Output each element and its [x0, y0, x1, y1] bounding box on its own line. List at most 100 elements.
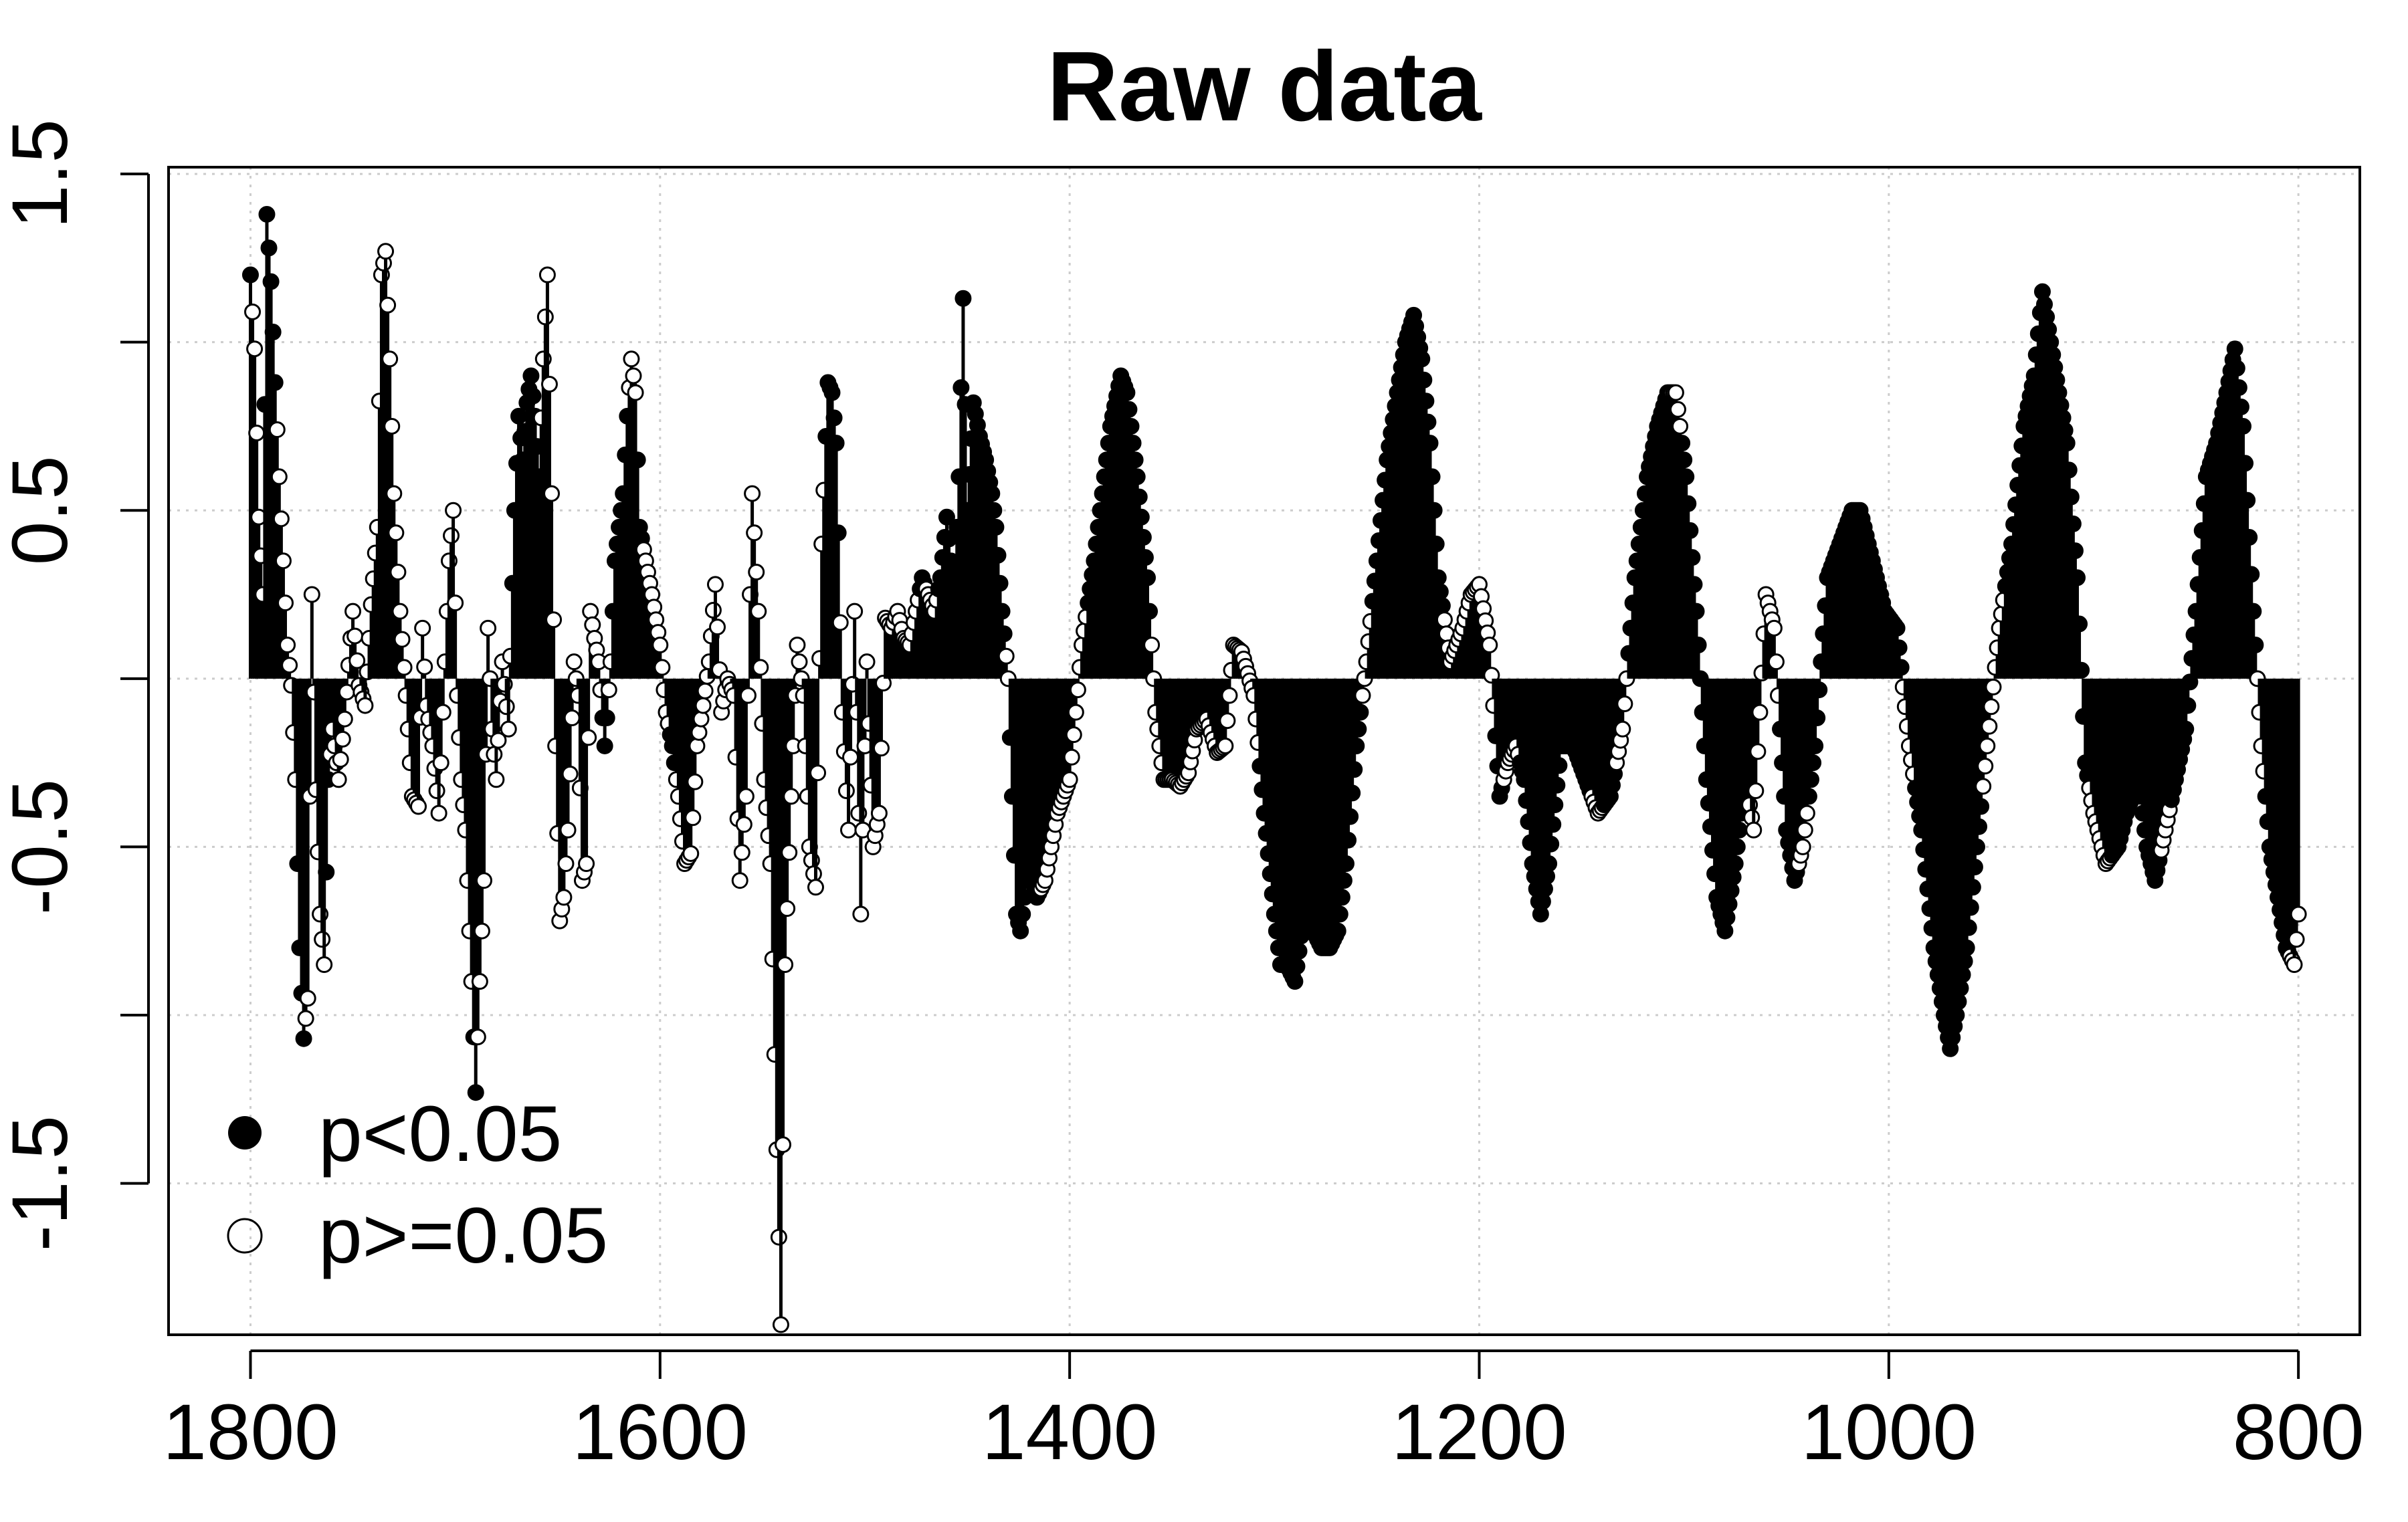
point-not-significant — [561, 765, 579, 782]
point-not-significant — [1669, 401, 1686, 418]
point-not-significant — [303, 586, 320, 603]
point-not-significant — [1221, 687, 1238, 704]
point-significant — [1333, 889, 1350, 906]
chart-title: Raw data — [1047, 31, 1482, 142]
point-not-significant — [1751, 703, 1769, 721]
x-tick-label-5: 800 — [2233, 1388, 2365, 1477]
point-not-significant — [872, 740, 890, 757]
point-significant — [1716, 922, 1734, 940]
point-significant — [1800, 788, 1817, 805]
point-not-significant — [475, 872, 492, 889]
point-not-significant — [279, 637, 296, 654]
point-significant — [829, 524, 847, 542]
point-significant — [1544, 816, 1562, 833]
point-significant — [1809, 710, 1826, 727]
point-significant — [1136, 549, 1154, 566]
point-not-significant — [389, 563, 407, 580]
point-not-significant — [246, 340, 264, 358]
point-not-significant — [1435, 611, 1453, 629]
point-not-significant — [379, 296, 397, 314]
point-not-significant — [480, 619, 497, 637]
point-not-significant — [268, 421, 286, 438]
point-not-significant — [383, 417, 401, 435]
point-not-significant — [692, 710, 710, 728]
point-not-significant — [488, 771, 505, 788]
point-significant — [1546, 796, 1564, 814]
point-significant — [2071, 615, 2088, 633]
point-not-significant — [1614, 720, 1631, 738]
point-not-significant — [1983, 698, 2000, 716]
point-significant — [266, 374, 284, 391]
point-not-significant — [852, 905, 870, 923]
point-significant — [1352, 703, 1369, 721]
point-not-significant — [357, 697, 374, 714]
point-not-significant — [688, 737, 706, 754]
point-significant — [2060, 461, 2078, 479]
point-not-significant — [1767, 653, 1785, 671]
point-not-significant — [1745, 821, 1763, 839]
x-tick-label-0: 1800 — [163, 1388, 338, 1477]
point-significant — [1548, 776, 1566, 794]
point-not-significant — [332, 751, 349, 768]
point-significant — [1124, 435, 1142, 452]
point-significant — [1888, 619, 1906, 637]
point-not-significant — [625, 367, 642, 385]
point-significant — [2177, 720, 2195, 738]
point-not-significant — [783, 788, 800, 805]
point-not-significant — [858, 653, 876, 671]
point-significant — [1132, 508, 1150, 526]
point-not-significant — [781, 844, 798, 861]
point-not-significant — [772, 1316, 789, 1333]
point-significant — [825, 409, 843, 427]
point-not-significant — [443, 527, 460, 544]
point-not-significant — [1354, 687, 1371, 704]
x-axis: 1800 1600 1400 1200 1000 800 — [163, 1349, 2365, 1477]
x-tick-label-1: 1600 — [573, 1388, 748, 1477]
point-not-significant — [486, 746, 503, 763]
y-axis: 1.5 0.5 -0.5 -1.5 — [0, 119, 150, 1251]
point-significant — [2237, 455, 2254, 472]
point-significant — [987, 518, 1005, 536]
point-significant — [1141, 603, 1159, 620]
legend-label-significant: p<0.05 — [318, 1090, 562, 1178]
point-not-significant — [414, 619, 431, 637]
point-not-significant — [299, 990, 316, 1007]
point-not-significant — [682, 845, 700, 862]
point-significant — [1676, 451, 1693, 469]
point-not-significant — [248, 425, 266, 442]
point-not-significant — [330, 771, 347, 788]
point-not-significant — [391, 603, 409, 620]
point-significant — [467, 1084, 484, 1101]
point-significant — [2228, 360, 2245, 377]
point-not-significant — [428, 782, 445, 800]
point-significant — [827, 435, 845, 452]
point-significant — [991, 574, 1009, 592]
point-significant — [1122, 417, 1140, 435]
point-significant — [1690, 637, 1707, 654]
point-not-significant — [1672, 417, 1689, 435]
point-significant — [2234, 417, 2251, 435]
point-significant — [1966, 859, 1983, 876]
point-significant — [2179, 697, 2197, 714]
point-not-significant — [686, 773, 704, 790]
point-significant — [2066, 542, 2084, 560]
point-not-significant — [490, 732, 507, 749]
point-not-significant — [432, 754, 449, 772]
point-significant — [995, 625, 1013, 643]
point-significant — [1288, 958, 1306, 975]
point-significant — [823, 384, 841, 401]
point-significant — [1421, 435, 1439, 452]
point-not-significant — [1069, 681, 1086, 699]
point-significant — [1014, 905, 1031, 923]
point-not-significant — [344, 603, 362, 620]
point-significant — [1805, 754, 1822, 772]
point-not-significant — [381, 350, 399, 368]
point-not-significant — [2288, 931, 2305, 948]
point-significant — [1118, 384, 1136, 401]
point-significant — [1962, 899, 1979, 916]
point-significant — [2243, 566, 2260, 583]
point-not-significant — [1975, 778, 1992, 795]
point-not-significant — [584, 616, 601, 633]
point-significant — [1331, 905, 1348, 923]
point-significant — [1344, 784, 1361, 802]
